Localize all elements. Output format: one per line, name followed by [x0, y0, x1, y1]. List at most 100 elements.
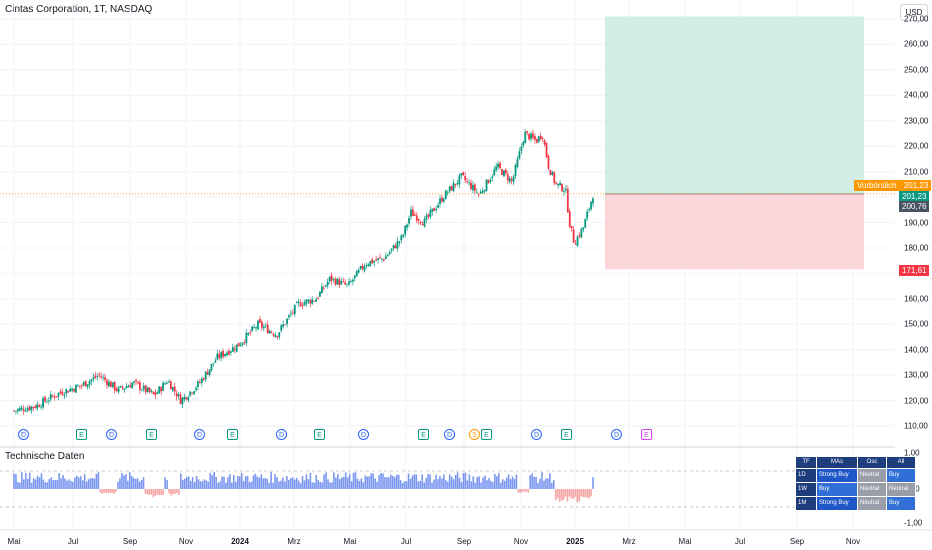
osc-bar: [180, 473, 182, 489]
dividend-marker[interactable]: D: [444, 429, 455, 440]
candle-body: [324, 285, 327, 287]
dividend-marker[interactable]: D: [18, 429, 29, 440]
osc-bar: [81, 480, 84, 489]
earnings-marker[interactable]: E: [418, 429, 429, 440]
osc-bar: [529, 475, 531, 489]
osc-bar: [146, 489, 149, 495]
candle-body: [464, 175, 467, 181]
candle-body: [452, 182, 455, 192]
dividend-marker[interactable]: D: [531, 429, 542, 440]
candle-body: [530, 133, 532, 140]
osc-bar: [209, 472, 212, 489]
y-tick-label: 110,00: [904, 421, 928, 431]
osc-bar: [231, 482, 233, 489]
candle-body: [171, 387, 174, 391]
osc-bar: [395, 474, 398, 489]
osc-bar: [527, 489, 530, 493]
dividend-marker[interactable]: D: [276, 429, 287, 440]
osc-bar: [547, 478, 549, 489]
osc-bar: [574, 489, 577, 497]
osc-bar: [40, 473, 43, 489]
y-tick-label: 140,00: [904, 345, 929, 355]
osc-bar: [433, 479, 435, 489]
osc-bar: [446, 481, 449, 489]
osc-bar: [340, 477, 343, 489]
dividend-marker[interactable]: D: [611, 429, 622, 440]
osc-bar: [217, 482, 219, 489]
candle-body: [233, 348, 236, 350]
osc-bar: [48, 478, 51, 489]
earnings-marker[interactable]: E: [76, 429, 87, 440]
osc-bar: [130, 475, 133, 489]
candle-body: [537, 136, 540, 142]
earnings-marker[interactable]: E: [227, 429, 238, 440]
candle-body: [15, 410, 17, 412]
earnings-marker[interactable]: E: [641, 429, 652, 440]
earnings-marker[interactable]: E: [146, 429, 157, 440]
candle-body: [564, 188, 567, 191]
osc-bar: [256, 476, 259, 489]
candle-body: [107, 381, 110, 387]
osc-bar: [354, 472, 357, 489]
candle-body: [181, 398, 184, 405]
osc-bar: [572, 489, 575, 499]
candle-body: [106, 380, 108, 386]
currency-button[interactable]: USD: [900, 4, 928, 21]
candle-body: [338, 279, 341, 286]
candle-body: [357, 269, 360, 273]
candle-body: [427, 214, 430, 217]
candle-body: [479, 191, 482, 194]
osc-bar: [503, 480, 506, 489]
candle-body: [303, 302, 306, 306]
x-tick-label: Mrz: [622, 537, 636, 546]
candle-body: [415, 215, 418, 221]
osc-bar: [435, 474, 437, 489]
dividend-marker[interactable]: D: [106, 429, 117, 440]
osc-bar: [148, 489, 151, 495]
x-tick-label: Sep: [789, 537, 805, 546]
premarket-label: Vorbörslich 201,23: [854, 180, 932, 191]
osc-bar: [156, 489, 159, 495]
osc-bar: [348, 473, 351, 489]
candle-body: [398, 241, 401, 243]
osc-bar: [490, 480, 492, 489]
osc-bar: [127, 480, 129, 489]
osc-bar: [140, 479, 143, 489]
osc-bar: [541, 472, 543, 489]
osc-bar: [403, 481, 406, 489]
osc-bar: [499, 482, 502, 489]
candle-body: [24, 411, 27, 412]
dividend-marker[interactable]: D: [194, 429, 205, 440]
split-marker[interactable]: S: [469, 429, 480, 440]
candle-body: [485, 179, 488, 191]
candle-body: [351, 279, 354, 282]
candle-body: [472, 184, 474, 191]
earnings-marker[interactable]: E: [314, 429, 325, 440]
earnings-marker[interactable]: E: [561, 429, 572, 440]
candle-body: [179, 394, 182, 404]
osc-bar: [509, 479, 512, 489]
candle-body: [156, 392, 159, 394]
y-tick-label: 220,00: [904, 141, 929, 151]
osc-bar: [34, 479, 37, 489]
osc-bar: [315, 474, 318, 489]
osc-bar: [378, 475, 380, 489]
osc-bar: [72, 481, 74, 489]
osc-bar: [170, 489, 172, 496]
candle-body: [402, 234, 405, 237]
earnings-marker[interactable]: E: [481, 429, 492, 440]
osc-bar: [450, 476, 453, 489]
osc-bar: [523, 489, 526, 492]
osc-bar: [79, 476, 82, 489]
candle-body: [55, 396, 58, 397]
osc-bar: [123, 475, 125, 489]
osc-bar: [115, 489, 117, 492]
osc-bar: [286, 476, 288, 489]
candle-body: [382, 259, 385, 261]
dividend-marker[interactable]: D: [358, 429, 369, 440]
candle-body: [195, 387, 197, 391]
candle-body: [543, 140, 546, 145]
osc-bar: [166, 480, 168, 489]
